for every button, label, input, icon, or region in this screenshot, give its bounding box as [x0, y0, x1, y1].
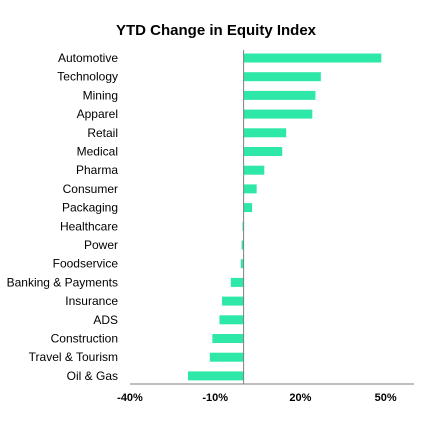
bar-consumer [243, 184, 257, 194]
category-label: Insurance [65, 294, 118, 308]
category-label: Apparel [77, 107, 118, 121]
chart-title: YTD Change in Equity Index [116, 22, 317, 39]
bar-medical [243, 147, 283, 156]
category-label: Oil & Gas [67, 369, 118, 383]
category-label: Travel & Tourism [29, 350, 118, 364]
bar-oil-gas [187, 371, 244, 381]
x-tick-labels: -40% -10% 20% 50% [117, 392, 397, 404]
category-label: Construction [51, 332, 118, 346]
bar-automotive [243, 53, 382, 63]
bar-insurance [222, 296, 244, 306]
bar-retail [243, 128, 287, 138]
bar-mining [243, 90, 316, 100]
category-label: Pharma [76, 163, 118, 177]
bar-foodservice [240, 259, 244, 269]
category-label: Retail [87, 126, 118, 140]
category-label: Foodservice [53, 257, 119, 271]
category-label: Technology [57, 70, 118, 84]
category-label: Mining [83, 88, 118, 102]
category-label: Power [84, 238, 118, 252]
category-label: Medical [77, 145, 118, 159]
bar-pharma [243, 165, 265, 175]
category-label: Automotive [58, 51, 118, 65]
bars-group [187, 53, 382, 381]
category-label: Banking & Payments [7, 275, 118, 289]
bar-power [241, 240, 244, 250]
bar-ads [219, 315, 244, 325]
category-label: Consumer [63, 182, 118, 196]
category-label: ADS [93, 313, 118, 327]
bar-healthcare [242, 221, 244, 231]
x-tick-label: -40% [117, 392, 143, 404]
x-tick-label: 50% [375, 392, 397, 404]
axes [130, 50, 414, 385]
category-label: Packaging [62, 201, 118, 215]
x-tick-label: 20% [289, 392, 311, 404]
x-tick-label: -10% [202, 392, 228, 404]
bar-banking-payments [230, 277, 244, 287]
bar-travel-tourism [209, 352, 244, 362]
category-labels: Automotive Technology Mining Apparel Retail M… [7, 51, 119, 383]
bar-technology [243, 72, 321, 82]
category-label: Healthcare [60, 219, 118, 233]
bar-packaging [243, 203, 253, 213]
bar-construction [212, 334, 244, 343]
bar-apparel [243, 109, 313, 119]
